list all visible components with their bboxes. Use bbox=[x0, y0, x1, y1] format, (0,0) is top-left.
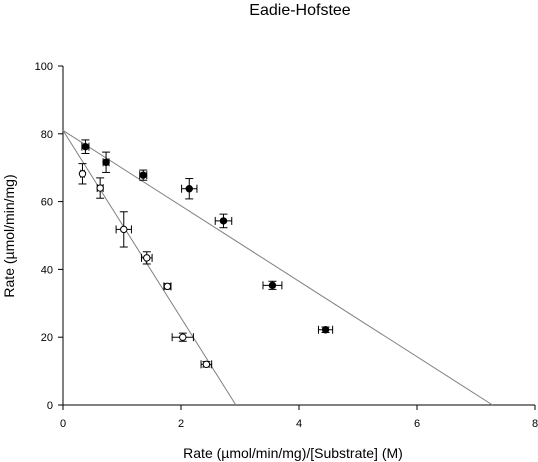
filled-data-point bbox=[181, 178, 198, 200]
open-data-point bbox=[140, 251, 153, 265]
y-tick-label: 100 bbox=[35, 61, 53, 73]
filled-circle-marker bbox=[102, 158, 110, 166]
data-points bbox=[78, 139, 334, 369]
filled-circle-marker bbox=[268, 281, 277, 290]
filled-data-point bbox=[102, 151, 111, 173]
filled-data-point bbox=[262, 280, 283, 290]
fit-lines bbox=[62, 129, 493, 406]
x-tick-label: 4 bbox=[296, 418, 302, 430]
x-tick-label: 8 bbox=[532, 418, 538, 430]
open-data-point bbox=[200, 360, 213, 369]
y-tick-label: 20 bbox=[41, 332, 53, 344]
y-tick-label: 0 bbox=[47, 400, 53, 412]
x-tick-label: 6 bbox=[414, 418, 420, 430]
axes: 0 20 40 60 80 100 0 2 4 6 8 bbox=[35, 61, 538, 430]
filled-circle-marker bbox=[321, 326, 330, 334]
x-tick-label: 2 bbox=[178, 418, 184, 430]
y-tick-label: 60 bbox=[41, 197, 53, 209]
open-circle-marker bbox=[202, 360, 211, 369]
open-data-point bbox=[96, 177, 105, 199]
filled-data-point bbox=[139, 169, 148, 181]
y-tick-label: 40 bbox=[41, 264, 53, 276]
open-data-point bbox=[163, 282, 172, 291]
filled-circle-marker bbox=[185, 185, 193, 193]
filled-circle-marker bbox=[139, 171, 147, 179]
filled-data-point bbox=[317, 325, 334, 334]
y-tick-label: 80 bbox=[41, 129, 53, 141]
fit-line-series-2 bbox=[62, 130, 237, 406]
x-axis-title: Rate (µmol/min/mg)/[Substrate] (M) bbox=[183, 445, 403, 461]
open-circle-marker bbox=[78, 170, 87, 178]
open-circle-marker bbox=[143, 254, 151, 262]
fit-line-series-1 bbox=[62, 129, 493, 406]
open-circle-marker bbox=[96, 184, 104, 192]
filled-data-point bbox=[214, 213, 233, 229]
y-axis-title: Rate (µmol/min/mg) bbox=[1, 174, 17, 297]
filled-circle-marker bbox=[81, 142, 90, 151]
open-circle-marker bbox=[120, 225, 128, 234]
open-circle-marker bbox=[163, 282, 172, 291]
open-data-point bbox=[78, 163, 87, 185]
open-data-point bbox=[171, 332, 194, 342]
open-data-point bbox=[115, 211, 132, 248]
open-circle-marker bbox=[179, 333, 187, 341]
chart-title: Eadie-Hofstee bbox=[249, 2, 350, 19]
filled-data-point bbox=[81, 139, 90, 154]
x-tick-label: 0 bbox=[60, 418, 66, 430]
filled-circle-marker bbox=[219, 217, 228, 225]
